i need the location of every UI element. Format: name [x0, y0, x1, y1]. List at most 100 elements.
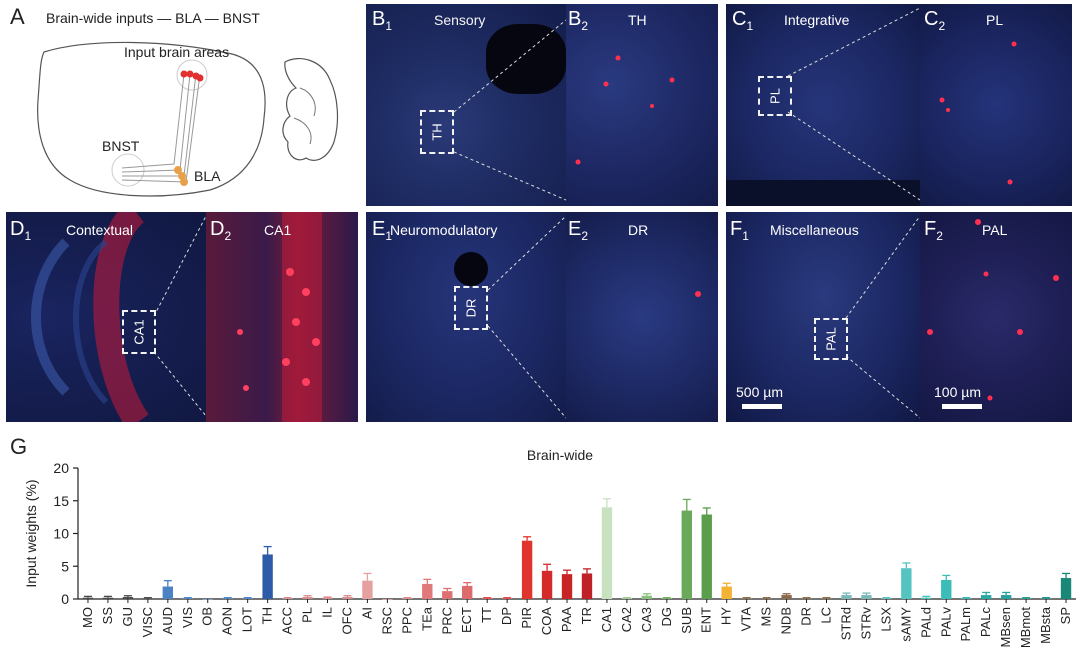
panel-c1-letter: C — [732, 8, 747, 30]
panel-f1-image: F1 Miscellaneous PAL 500 µm — [726, 212, 920, 422]
bar-lc — [821, 598, 832, 599]
panel-a-title: Brain-wide inputs — BLA — BNST — [46, 10, 260, 26]
x-tick-label: PRC — [439, 607, 454, 634]
bar-aud — [162, 586, 174, 599]
panel-c1-sub: 1 — [746, 19, 754, 33]
x-tick-label: ACC — [280, 607, 295, 634]
bar-ndb — [781, 595, 792, 599]
roi-box-th: TH — [420, 110, 454, 154]
panel-f2-letter: F — [924, 218, 937, 240]
roi-box-dr: DR — [454, 286, 488, 330]
chart-title: Brain-wide — [527, 447, 593, 463]
panel-b1-image: B1 Sensory TH — [366, 4, 566, 206]
input-areas-label: Input brain areas — [124, 44, 230, 60]
x-tick-label: MBsen — [998, 607, 1013, 647]
x-tick-label: AUD — [160, 607, 175, 634]
x-tick-label: PPC — [399, 607, 414, 634]
panel-d2-letter: D — [210, 218, 225, 240]
input-neuron — [196, 74, 204, 82]
bar-ppc — [402, 598, 413, 599]
bar-mbsen — [1000, 595, 1012, 599]
panel-f2-title: PAL — [982, 222, 1008, 238]
panel-f2-sub: 2 — [936, 229, 943, 243]
bar-dg — [661, 598, 673, 599]
x-tick-label: CA3 — [639, 607, 654, 632]
bar-strd — [841, 595, 852, 599]
panel-b2-title: TH — [628, 12, 647, 28]
panel-c2-sub: 2 — [938, 19, 946, 33]
bnst-label: BNST — [102, 138, 140, 154]
x-tick-label: VISC — [140, 607, 155, 637]
panel-c1-image: C1 Integrative PL — [726, 4, 920, 206]
x-tick-label: MBmot — [1018, 607, 1033, 649]
x-tick-label: TT — [479, 607, 494, 623]
panel-f1-title: Miscellaneous — [770, 222, 859, 238]
x-tick-label: TH — [260, 607, 275, 624]
bar-th — [262, 554, 273, 599]
panel-a-letter: A — [10, 4, 25, 29]
x-tick-label: DR — [799, 607, 814, 626]
panel-e1-sub: 1 — [385, 229, 393, 243]
bar-sp — [1060, 578, 1072, 599]
bar-mbsta — [1040, 598, 1052, 599]
panel-g-letter: G — [10, 434, 28, 459]
panel-d2-sub: 2 — [224, 229, 232, 243]
x-tick-label: MS — [759, 607, 774, 627]
bar-pald — [921, 597, 932, 599]
x-tick-label: LC — [819, 607, 834, 624]
panel-f1-letter: F — [730, 218, 743, 240]
panel-b1-sub: 1 — [385, 19, 393, 33]
roi-label-dr: DR — [463, 298, 479, 318]
x-tick-label: NDB — [779, 607, 794, 634]
bar-ca3 — [641, 595, 653, 599]
x-tick-label: SP — [1058, 607, 1073, 624]
bar-palc — [980, 595, 992, 599]
bar-ms — [761, 598, 772, 599]
panel-d1-letter: D — [10, 218, 25, 240]
x-tick-label: CA2 — [619, 607, 634, 632]
bar-ofc — [342, 597, 353, 599]
bar-lot — [242, 598, 253, 599]
x-tick-label: sAMY — [898, 607, 913, 642]
bla-label: BLA — [194, 168, 221, 184]
panel-e1-title: Neuromodulatory — [390, 222, 498, 238]
scale-label-100: 100 µm — [934, 384, 981, 400]
bar-ect — [462, 585, 473, 599]
bar-aon — [222, 598, 233, 599]
bar-vta — [741, 598, 752, 599]
x-tick-label: OB — [200, 607, 215, 626]
panel-e1-letter: E — [372, 218, 386, 240]
y-tick-label: 15 — [53, 493, 69, 509]
panel-d1-sub: 1 — [24, 229, 32, 243]
panel-d2-title: CA1 — [264, 222, 292, 238]
scale-bar-100 — [942, 404, 982, 409]
x-tick-label: MBsta — [1038, 606, 1053, 644]
roi-label-ca1: CA1 — [131, 319, 147, 345]
roi-box-pl: PL — [758, 76, 792, 116]
bar-hy — [721, 586, 732, 599]
x-tick-label: PALd — [918, 607, 933, 638]
scale-label-500: 500 µm — [736, 384, 783, 400]
panel-b1-title: Sensory — [434, 12, 486, 28]
bar-mo — [82, 597, 94, 599]
bar-strv — [861, 595, 872, 599]
bar-lsx — [881, 598, 892, 599]
roi-label-pal: PAL — [823, 327, 839, 351]
x-tick-label: RSC — [379, 607, 394, 634]
bar-mbmot — [1020, 598, 1032, 599]
panel-d1-title: Contextual — [66, 222, 133, 238]
scale-bar-500 — [742, 404, 782, 409]
x-tick-label: TR — [579, 607, 594, 624]
y-tick-label: 20 — [53, 460, 69, 476]
bar-gu — [122, 597, 134, 599]
input-neuron — [186, 70, 194, 78]
bar-ca2 — [621, 598, 633, 599]
brain-schematic — [37, 41, 339, 197]
panel-f2-image: F2 PAL 100 µm — [920, 212, 1072, 422]
x-tick-label: PIR — [519, 607, 534, 629]
y-tick-label: 10 — [53, 526, 69, 542]
y-tick-label: 5 — [61, 558, 69, 574]
bar-sub — [681, 510, 692, 599]
x-tick-label: PALm — [958, 607, 973, 641]
bar-dr — [801, 598, 812, 599]
